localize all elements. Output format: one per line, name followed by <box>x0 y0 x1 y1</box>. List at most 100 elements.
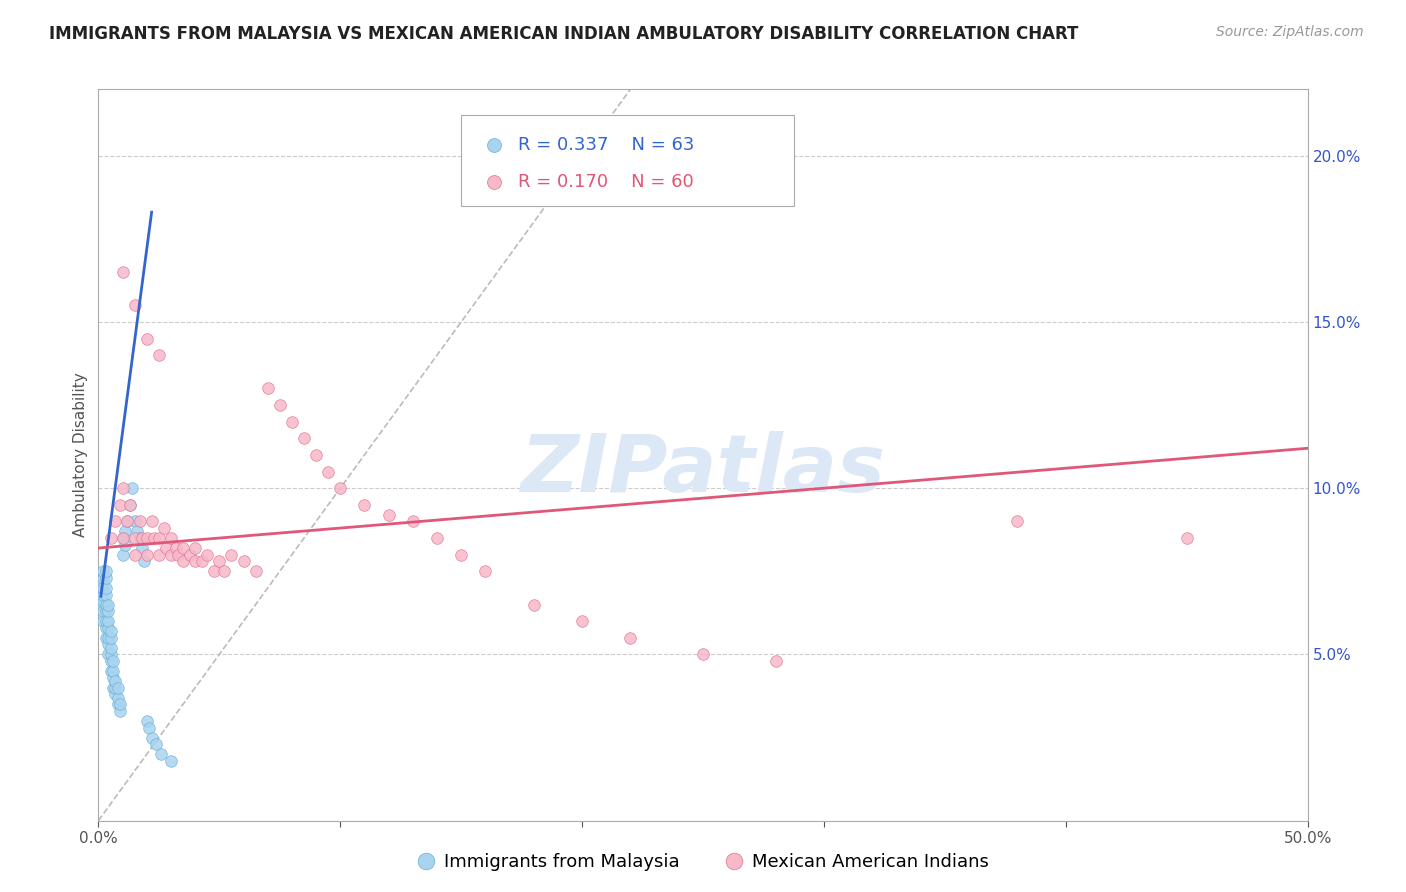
Point <box>94 571 117 585</box>
Point <box>111 531 134 545</box>
Point <box>111 265 134 279</box>
Point <box>138 721 160 735</box>
Point <box>305 448 328 462</box>
Point <box>145 737 167 751</box>
Point <box>91 604 114 618</box>
Point <box>114 524 136 539</box>
Point <box>184 554 207 568</box>
Point <box>107 681 129 695</box>
Point <box>100 531 122 545</box>
Point <box>104 515 127 529</box>
Y-axis label: Ambulatory Disability: Ambulatory Disability <box>73 373 89 537</box>
Point <box>104 687 127 701</box>
Point <box>100 654 122 668</box>
Point <box>118 498 141 512</box>
Point <box>100 648 122 662</box>
Point <box>619 631 641 645</box>
Point <box>377 508 399 522</box>
Point <box>160 754 183 768</box>
Point <box>101 664 124 678</box>
Point <box>141 731 163 745</box>
Point <box>91 594 114 608</box>
Point <box>571 614 593 628</box>
Point <box>131 531 153 545</box>
Point <box>108 698 131 712</box>
Point <box>111 481 134 495</box>
Point <box>91 581 114 595</box>
FancyBboxPatch shape <box>461 115 793 206</box>
Point <box>91 614 114 628</box>
Point <box>148 548 170 562</box>
Point <box>150 747 173 761</box>
Point <box>135 531 157 545</box>
Point <box>111 548 134 562</box>
Point <box>108 704 131 718</box>
Point <box>101 671 124 685</box>
Legend: Immigrants from Malaysia, Mexican American Indians: Immigrants from Malaysia, Mexican Americ… <box>411 847 995 879</box>
Point <box>104 673 127 688</box>
Point <box>245 564 267 578</box>
Point <box>100 624 122 639</box>
Point <box>269 398 291 412</box>
Point <box>141 515 163 529</box>
Point <box>152 521 174 535</box>
Point <box>101 654 124 668</box>
Point <box>402 515 425 529</box>
Point <box>97 648 120 662</box>
Point <box>172 554 194 568</box>
Point <box>107 698 129 712</box>
Point <box>124 298 146 312</box>
Point <box>135 548 157 562</box>
Point <box>108 498 131 512</box>
Point <box>143 531 166 545</box>
Point <box>523 598 546 612</box>
Point <box>135 332 157 346</box>
Point <box>212 564 235 578</box>
Point <box>94 614 117 628</box>
Text: ZIPatlas: ZIPatlas <box>520 431 886 508</box>
Text: R = 0.170    N = 60: R = 0.170 N = 60 <box>517 172 693 191</box>
Point <box>90 588 112 602</box>
Point <box>107 690 129 705</box>
Point <box>94 621 117 635</box>
Point <box>117 515 139 529</box>
Point <box>292 431 315 445</box>
Point <box>184 541 207 555</box>
Point <box>100 664 122 678</box>
Point <box>94 564 117 578</box>
Point <box>97 604 120 618</box>
Point <box>121 481 143 495</box>
Point <box>101 681 124 695</box>
Point <box>97 598 120 612</box>
Point <box>148 348 170 362</box>
Point <box>114 538 136 552</box>
Point <box>94 588 117 602</box>
Point <box>1007 515 1029 529</box>
Point <box>232 554 254 568</box>
Point <box>208 554 231 568</box>
Point <box>90 598 112 612</box>
Point <box>1175 531 1198 545</box>
Point <box>191 554 214 568</box>
Point <box>204 564 226 578</box>
Point <box>91 564 114 578</box>
Point <box>117 515 139 529</box>
Point <box>124 531 146 545</box>
Point <box>221 548 243 562</box>
Text: Source: ZipAtlas.com: Source: ZipAtlas.com <box>1216 25 1364 39</box>
Point <box>353 498 375 512</box>
Point <box>256 381 278 395</box>
Point <box>135 714 157 728</box>
Point <box>692 648 714 662</box>
Point <box>155 541 177 555</box>
Point <box>90 574 112 589</box>
Point <box>128 515 150 529</box>
Text: IMMIGRANTS FROM MALAYSIA VS MEXICAN AMERICAN INDIAN AMBULATORY DISABILITY CORREL: IMMIGRANTS FROM MALAYSIA VS MEXICAN AMER… <box>49 25 1078 43</box>
Point <box>160 531 183 545</box>
Point <box>124 515 146 529</box>
Point <box>148 531 170 545</box>
Point <box>127 524 149 539</box>
Point <box>94 631 117 645</box>
Point <box>281 415 304 429</box>
Point <box>172 541 194 555</box>
